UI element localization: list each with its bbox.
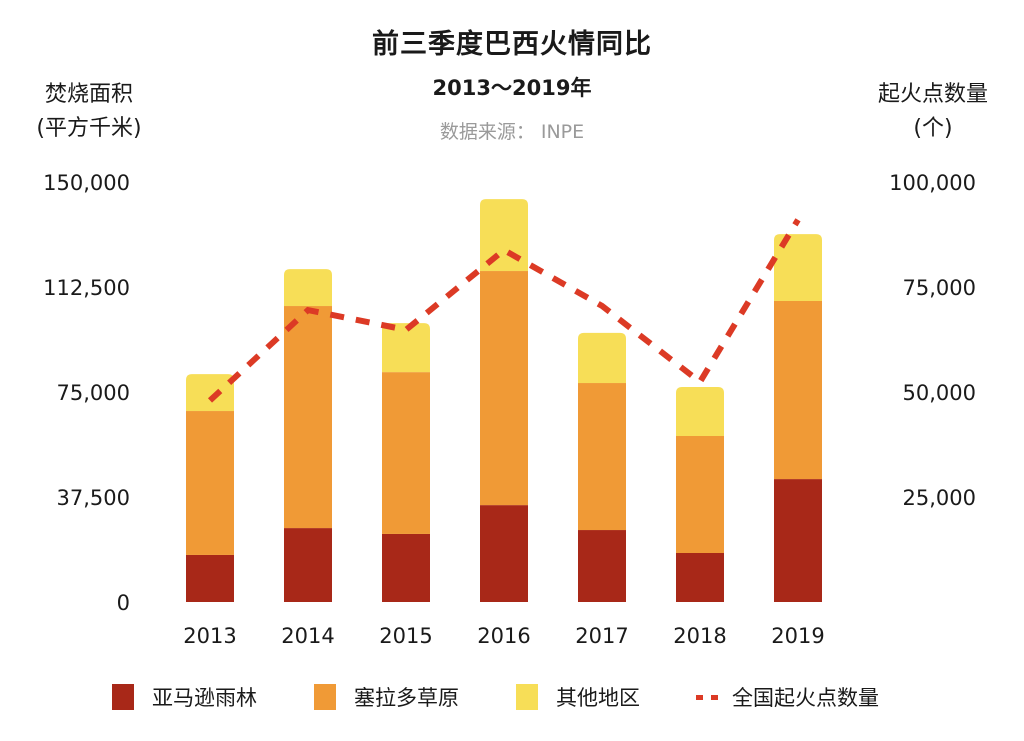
bar-segment-amazon bbox=[578, 530, 626, 602]
left-axis-title: 焚烧面积 (平方千米) bbox=[14, 78, 164, 146]
left-tick-label: 150,000 bbox=[43, 171, 130, 195]
legend-item-fire-count: 全国起火点数量 bbox=[696, 682, 879, 712]
legend-label-amazon: 亚马逊雨林 bbox=[152, 686, 257, 710]
right-tick-label: 100,000 bbox=[889, 171, 976, 195]
bar-segment-other bbox=[186, 374, 234, 412]
bars bbox=[186, 199, 822, 602]
right-tick-label: 75,000 bbox=[903, 276, 976, 300]
bar-segment-cerrado bbox=[480, 271, 528, 506]
bar-segment-amazon bbox=[284, 528, 332, 602]
left-tick-label: 0 bbox=[117, 591, 130, 615]
legend: 亚马逊雨林 塞拉多草原 其他地区 全国起火点数量 bbox=[0, 682, 1024, 712]
left-tick-label: 37,500 bbox=[57, 486, 130, 510]
bar-segment-cerrado bbox=[186, 411, 234, 555]
legend-swatch-cerrado bbox=[314, 684, 336, 710]
left-axis: 0 37,500 75,000 112,500 150,000 bbox=[43, 171, 130, 615]
right-axis: 25,000 50,000 75,000 100,000 bbox=[889, 171, 976, 510]
bar-segment-amazon bbox=[382, 533, 430, 602]
legend-dash-icon bbox=[696, 684, 718, 710]
data-source: 数据来源： INPE bbox=[439, 121, 585, 143]
left-axis-title-line1: 焚烧面积 bbox=[44, 82, 133, 107]
legend-item-amazon: 亚马逊雨林 bbox=[112, 682, 257, 712]
bar-segment-other bbox=[578, 332, 626, 384]
bar-segment-other bbox=[676, 386, 724, 436]
bar-segment-amazon bbox=[676, 553, 724, 602]
legend-label-other: 其他地区 bbox=[556, 686, 640, 710]
bar-segment-amazon bbox=[774, 479, 822, 602]
right-axis-title-line2: (个) bbox=[913, 116, 953, 141]
x-tick-label: 2016 bbox=[477, 624, 530, 648]
bar-segment-amazon bbox=[186, 554, 234, 602]
chart-subtitle: 2013～2019年 bbox=[432, 76, 592, 100]
right-axis-title: 起火点数量 (个) bbox=[858, 78, 1008, 146]
x-axis: 2013 2014 2015 2016 2017 2018 2019 bbox=[183, 624, 824, 648]
right-tick-label: 25,000 bbox=[903, 486, 976, 510]
legend-swatch-amazon bbox=[112, 684, 134, 710]
bar-segment-other bbox=[774, 234, 822, 301]
left-axis-title-line2: (平方千米) bbox=[36, 116, 142, 141]
x-tick-label: 2015 bbox=[379, 624, 432, 648]
bar-segment-cerrado bbox=[676, 435, 724, 553]
legend-label-cerrado: 塞拉多草原 bbox=[354, 686, 459, 710]
fire-count-line-series bbox=[207, 218, 801, 403]
legend-swatch-other bbox=[516, 684, 538, 710]
bar-segment-cerrado bbox=[774, 301, 822, 480]
legend-item-other: 其他地区 bbox=[516, 682, 640, 712]
chart-title: 前三季度巴西火情同比 bbox=[372, 29, 652, 60]
x-tick-label: 2017 bbox=[575, 624, 628, 648]
x-tick-label: 2019 bbox=[771, 624, 824, 648]
right-axis-title-line1: 起火点数量 bbox=[877, 82, 988, 107]
fire-count-line bbox=[207, 218, 801, 403]
legend-item-cerrado: 塞拉多草原 bbox=[314, 682, 459, 712]
bar-segment-other bbox=[382, 323, 430, 373]
x-tick-label: 2013 bbox=[183, 624, 236, 648]
bar-segment-cerrado bbox=[578, 383, 626, 531]
bar-segment-cerrado bbox=[284, 306, 332, 529]
bar-segment-other bbox=[284, 269, 332, 307]
bar-segment-amazon bbox=[480, 505, 528, 602]
legend-label-fire-count: 全国起火点数量 bbox=[732, 686, 879, 710]
bar-segment-cerrado bbox=[382, 372, 430, 534]
bar-segment-other bbox=[480, 199, 528, 272]
left-tick-label: 75,000 bbox=[57, 381, 130, 405]
right-tick-label: 50,000 bbox=[903, 381, 976, 405]
x-tick-label: 2018 bbox=[673, 624, 726, 648]
left-tick-label: 112,500 bbox=[43, 276, 130, 300]
x-tick-label: 2014 bbox=[281, 624, 334, 648]
